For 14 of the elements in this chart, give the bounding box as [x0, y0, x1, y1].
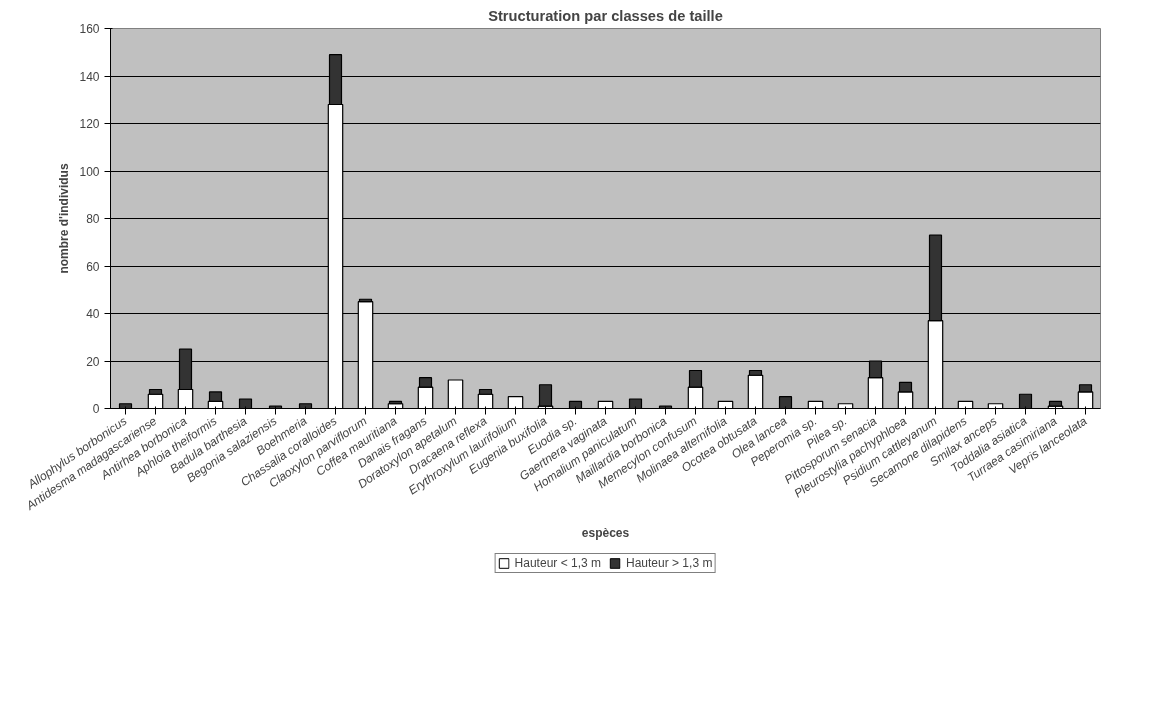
y-tick-label: 40	[86, 307, 100, 321]
y-tick-label: 60	[86, 259, 100, 274]
y-tick-label: 160	[79, 22, 100, 36]
y-tick-label: 140	[79, 69, 100, 84]
legend-label: Hauteur < 1,3 m	[514, 556, 601, 570]
y-tick-label: 100	[79, 164, 100, 179]
legend-label: Hauteur > 1,3 m	[626, 556, 713, 570]
y-tick-label: 20	[86, 354, 100, 369]
x-axis-title: espèces	[581, 526, 630, 541]
y-axis-title: nombre d'individus	[57, 163, 72, 274]
chart-title: Structuration par classes de taille	[488, 7, 723, 24]
y-tick-label: 80	[86, 212, 100, 226]
y-tick-label: 0	[92, 402, 100, 416]
y-tick-label: 120	[79, 117, 100, 131]
